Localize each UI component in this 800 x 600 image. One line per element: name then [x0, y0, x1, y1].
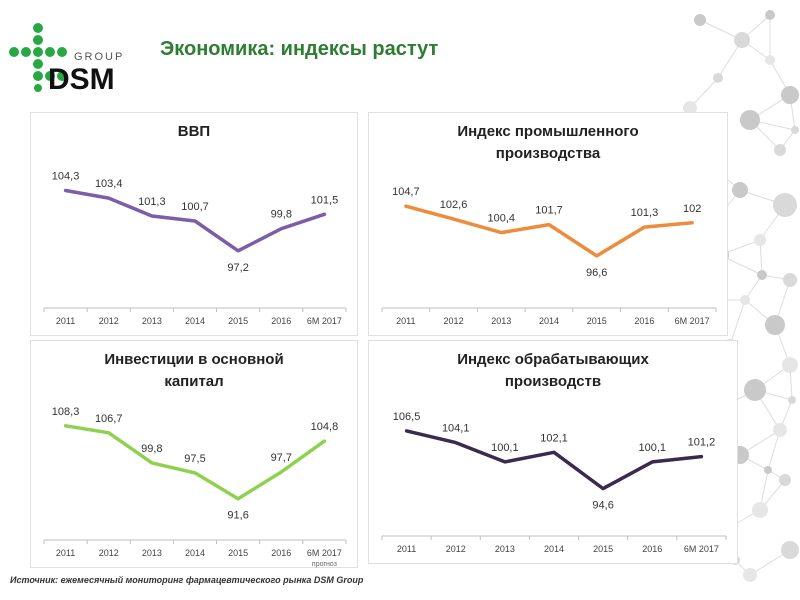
data-label: 99,8: [141, 443, 162, 455]
chart-title-line: капитал: [164, 373, 223, 390]
chart-title-line: Инвестиции в основной: [104, 351, 283, 368]
data-label: 97,5: [184, 453, 205, 465]
data-label: 103,4: [95, 178, 123, 190]
x-tick-label: 2016: [271, 548, 291, 558]
x-tick-label: 2015: [587, 316, 607, 326]
panel-border: [30, 340, 358, 568]
x-tick-label: 2012: [446, 544, 466, 554]
data-label: 108,3: [52, 406, 80, 418]
logo-group-text: GROUP: [74, 51, 124, 63]
series-line: [404, 429, 704, 491]
x-tick-label: 2016: [634, 316, 654, 326]
x-tick-label: 2011: [56, 316, 75, 326]
x-tick-label: 2014: [185, 316, 205, 326]
logo-dsm-text: DSM: [48, 63, 115, 92]
series-line: [63, 188, 327, 253]
chart-panel-industrial-production: Индекс промышленного производства 2011 2012…: [368, 112, 728, 336]
chart-panel-gdp: ВВП 2011 2012 2013 2014 2015 2016 6M 2017 104,3 1…: [30, 112, 358, 336]
chart-title-line: производств: [505, 373, 601, 390]
x-tick-label: 6M 2017: [307, 548, 342, 558]
x-tick-label: 2013: [491, 316, 511, 326]
chart-title-line: Индекс обрабатывающих: [457, 351, 649, 368]
x-tick-label: 6M 2017: [675, 316, 710, 326]
data-label: 104,1: [442, 423, 470, 435]
data-label: 100,1: [639, 442, 667, 454]
chart-gdp: ВВП 2011 2012 2013 2014 2015 2016 6M 2017 104,3 1…: [30, 112, 358, 336]
data-label: 106,5: [393, 411, 421, 423]
panel-border: [30, 112, 358, 336]
chart-manufacturing: Индекс обрабатывающих производств 2011 2012…: [368, 340, 738, 564]
x-tick-label: 2014: [544, 544, 564, 554]
x-tick-label: 2012: [99, 316, 119, 326]
x-tick-label: 2011: [397, 544, 416, 554]
chart-title-line: производства: [496, 145, 601, 162]
data-label: 102,6: [440, 199, 468, 211]
source-note: Источник: ежемесячный мониторинг фармаце…: [10, 575, 364, 585]
x-tick-label: 2012: [99, 548, 119, 558]
data-label: 102: [683, 203, 701, 215]
x-tick-label: 2013: [142, 316, 162, 326]
data-label: 97,2: [227, 262, 248, 274]
x-tick-label: 2013: [495, 544, 515, 554]
data-label: 91,6: [227, 510, 248, 522]
x-tick-label: 6M 2017: [684, 544, 719, 554]
data-label: 104,7: [392, 186, 420, 198]
data-label: 100,4: [488, 213, 516, 225]
data-label: 100,7: [181, 201, 209, 213]
series-line: [404, 204, 694, 258]
panel-border: [368, 112, 728, 336]
x-tick-label: 2014: [185, 548, 205, 558]
x-tick-label: 2011: [56, 548, 75, 558]
data-label: 101,3: [138, 196, 166, 208]
chart-title-line: Индекс промышленного: [457, 123, 638, 140]
x-tick-label: 2012: [444, 316, 464, 326]
data-label: 102,1: [540, 432, 568, 444]
series-line: [63, 424, 327, 501]
x-tick-label: 2016: [271, 316, 291, 326]
x-tick-label: 2011: [396, 316, 415, 326]
chart-panel-investment: Инвестиции в основной капитал 2011 2012 2013…: [30, 340, 358, 568]
chart-panel-manufacturing: Индекс обрабатывающих производств 2011 2012…: [368, 340, 738, 564]
x-tick-label: 2015: [228, 316, 248, 326]
chart-title-line: ВВП: [178, 123, 210, 140]
data-label: 94,6: [592, 500, 613, 512]
data-label: 100,1: [491, 442, 519, 454]
x-tick-label: 6M 2017: [307, 316, 342, 326]
data-label: 101,5: [311, 194, 339, 206]
data-label: 101,2: [688, 437, 716, 449]
panel-border: [368, 340, 738, 564]
data-label: 99,8: [271, 209, 292, 221]
data-label: 104,8: [311, 421, 339, 433]
data-label: 106,7: [95, 413, 123, 425]
data-label: 101,3: [631, 207, 659, 219]
data-label: 101,7: [535, 205, 563, 217]
data-label: 96,6: [586, 267, 607, 279]
x-tick-label: 2013: [142, 548, 162, 558]
x-tick-label: 2014: [539, 316, 559, 326]
forecast-note: прогноз: [312, 561, 337, 568]
x-tick-label: 2015: [228, 548, 248, 558]
dsm-group-logo: GROUP DSM: [8, 22, 138, 96]
data-label: 104,3: [52, 170, 80, 182]
logo-dots-cross-icon: [9, 23, 67, 92]
chart-industrial-production: Индекс промышленного производства 2011 2012…: [368, 112, 728, 336]
page-title: Экономика: индексы растут: [160, 38, 439, 60]
data-label: 97,7: [271, 452, 292, 464]
chart-investment: Инвестиции в основной капитал 2011 2012 2013…: [30, 340, 358, 568]
x-tick-label: 2016: [642, 544, 662, 554]
x-tick-label: 2015: [593, 544, 613, 554]
